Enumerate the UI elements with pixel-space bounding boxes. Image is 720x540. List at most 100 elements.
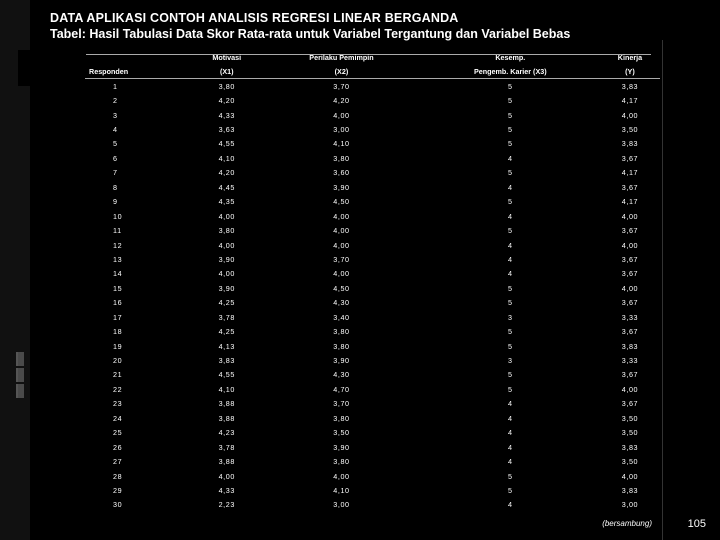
- table-row: 13 3,90 3,70 4 3,67: [85, 252, 660, 266]
- table-cell: 3,83: [621, 81, 639, 91]
- table-cell: 3,80: [333, 413, 350, 423]
- table-cell: 4,00: [621, 211, 639, 221]
- table-cell: 22: [113, 384, 123, 394]
- col-header-4-line2: Pengemb. Karier (X3): [420, 64, 600, 79]
- table-cell: 4,00: [333, 226, 350, 236]
- table-cell: 12: [113, 240, 123, 250]
- table-row: 4 3,63 3,00 5 3,50: [85, 122, 660, 136]
- table-caption: Tabel: Hasil Tabulasi Data Skor Rata-rat…: [50, 27, 571, 41]
- table-cell: 2: [113, 96, 118, 106]
- table-cell: 30: [113, 500, 123, 510]
- table-cell: 3,67: [621, 153, 639, 163]
- table-row: 19 4,13 3,80 5 3,83: [85, 339, 660, 353]
- table-body: 1 3,80 3,70 5 3,83 2 4,20 4,20 5 4,17 3 4,33 4,00 5 4,…: [85, 79, 660, 513]
- table-cell: 4,33: [218, 110, 235, 120]
- table-cell: 3,83: [621, 442, 639, 452]
- table-cell: 6: [113, 153, 118, 163]
- table-cell: 3,80: [333, 327, 350, 337]
- table-cell: 4: [507, 428, 513, 438]
- table-row: 16 4,25 4,30 5 3,67: [85, 296, 660, 310]
- table-cell: 11: [113, 226, 122, 236]
- table-row: 25 4,23 3,50 4 3,50: [85, 426, 660, 440]
- table-cell: 5: [507, 485, 513, 495]
- table-cell: 4,00: [621, 283, 639, 293]
- table-cell: 21: [113, 370, 123, 380]
- table-cell: 5: [507, 168, 513, 178]
- table-top-rule: [86, 54, 651, 55]
- table-row: 29 4,33 4,10 5 3,83: [85, 483, 660, 497]
- table-row: 10 4,00 4,00 4 4,00: [85, 209, 660, 223]
- table-cell: 25: [113, 428, 123, 438]
- table-cell: 3,83: [621, 139, 639, 149]
- table-cell: 23: [113, 399, 123, 409]
- table-cell: 4,55: [218, 139, 235, 149]
- table-row: 7 4,20 3,60 5 4,17: [85, 166, 660, 180]
- table-cell: 5: [507, 341, 513, 351]
- table-row: 23 3,88 3,70 4 3,67: [85, 397, 660, 411]
- table-row: 3 4,33 4,00 5 4,00: [85, 108, 660, 122]
- table-cell: 3,67: [621, 298, 639, 308]
- table-cell: 5: [507, 110, 513, 120]
- table-cell: 4,00: [218, 211, 235, 221]
- table-cell: 3,50: [621, 457, 639, 467]
- table-cell: 4,10: [333, 485, 350, 495]
- table-cell: 15: [113, 283, 123, 293]
- table-cell: 14: [113, 269, 123, 279]
- table-cell: 5: [507, 384, 513, 394]
- table-cell: 3,80: [333, 457, 350, 467]
- table-cell: 3,00: [333, 500, 350, 510]
- table-cell: 3,90: [333, 356, 350, 366]
- table-cell: 3,50: [621, 125, 639, 135]
- table-cell: 4: [507, 269, 513, 279]
- table-cell: 4: [507, 182, 513, 192]
- table-cell: 3: [507, 356, 513, 366]
- table-row: 9 4,35 4,50 5 4,17: [85, 195, 660, 209]
- table-cell: 3,88: [218, 413, 235, 423]
- data-table: Motivasi Perilaku Pemimpin Kesemp. Kiner…: [85, 50, 660, 512]
- col-header-3-line2: (X2): [262, 64, 421, 79]
- table-cell: 3,50: [333, 428, 350, 438]
- table-cell: 3,40: [333, 312, 350, 322]
- table-row: 18 4,25 3,80 5 3,67: [85, 324, 660, 338]
- table-cell: 4,33: [218, 485, 235, 495]
- table-cell: 3,70: [333, 81, 350, 91]
- table-cell: 3,67: [621, 269, 639, 279]
- table-cell: 3,80: [333, 341, 350, 351]
- table-cell: 5: [507, 197, 513, 207]
- table-cell: 4,00: [333, 240, 350, 250]
- col-header-1-line1: [85, 50, 191, 64]
- table-cell: 3,60: [333, 168, 350, 178]
- table-cell: 4,20: [218, 96, 235, 106]
- table-cell: 28: [113, 471, 123, 481]
- table-cell: 3,70: [333, 399, 350, 409]
- table-cell: 3,83: [218, 356, 235, 366]
- table-cell: 19: [113, 341, 123, 351]
- table-cell: 5: [507, 139, 513, 149]
- table-cell: 3,00: [333, 125, 350, 135]
- table-cell: 4,00: [333, 471, 350, 481]
- table-cell: 5: [507, 370, 513, 380]
- table-cell: 4,00: [333, 110, 350, 120]
- table-cell: 3,88: [218, 457, 235, 467]
- table-cell: 3,00: [621, 500, 639, 510]
- table-cell: 4,00: [621, 110, 639, 120]
- table-cell: 3,67: [621, 254, 639, 264]
- table-row: 28 4,00 4,00 5 4,00: [85, 469, 660, 483]
- table-cell: 24: [113, 413, 123, 423]
- table-cell: 4,00: [333, 269, 350, 279]
- table-cell: 4,10: [218, 153, 235, 163]
- table-row: 1 3,80 3,70 5 3,83: [85, 79, 660, 94]
- table-row: 21 4,55 4,30 5 3,67: [85, 368, 660, 382]
- table-cell: 10: [113, 211, 123, 221]
- data-table-container: Motivasi Perilaku Pemimpin Kesemp. Kiner…: [85, 50, 660, 512]
- table-cell: 5: [507, 298, 513, 308]
- table-cell: 3: [507, 312, 513, 322]
- table-cell: 4,25: [218, 327, 235, 337]
- table-cell: 3,90: [218, 283, 235, 293]
- table-cell: 5: [507, 283, 513, 293]
- table-cell: 4: [507, 254, 513, 264]
- table-cell: 4,17: [621, 197, 639, 207]
- table-cell: 4,25: [218, 298, 235, 308]
- table-cell: 5: [507, 125, 513, 135]
- table-row: 17 3,78 3,40 3 3,33: [85, 310, 660, 324]
